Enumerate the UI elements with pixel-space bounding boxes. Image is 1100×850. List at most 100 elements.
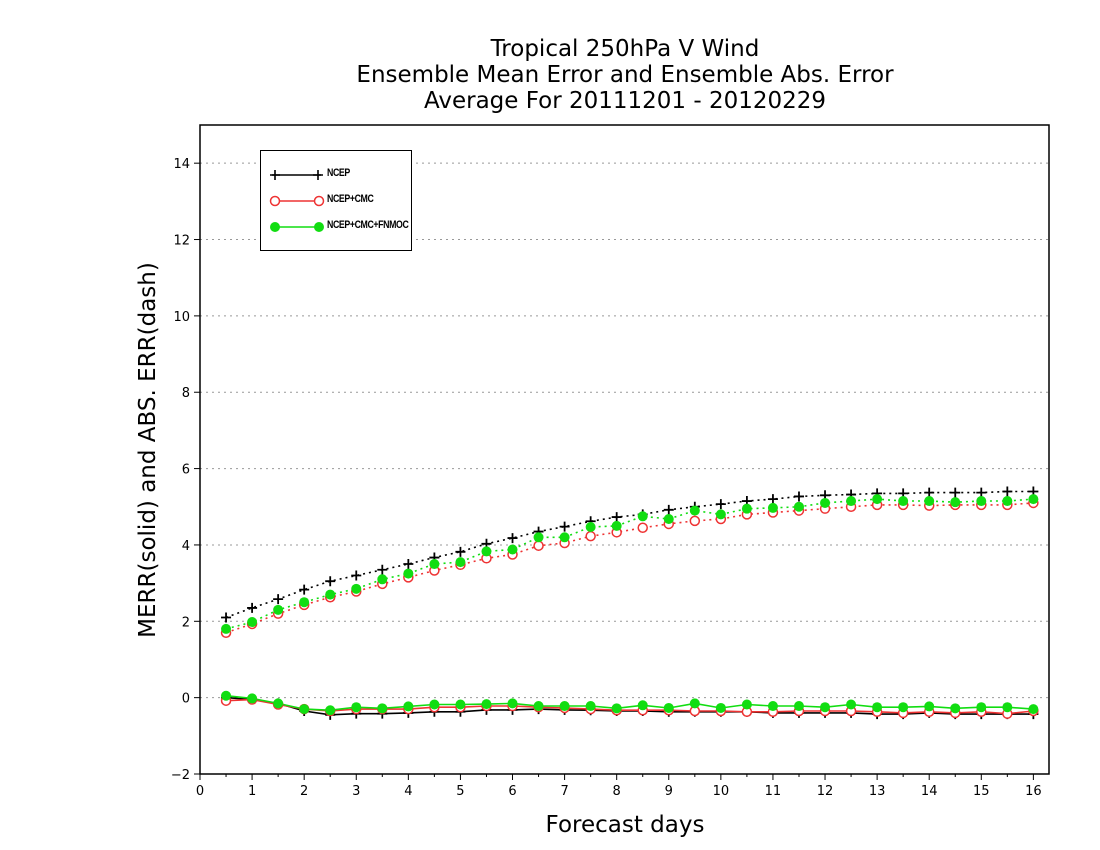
abs-err-point-ncep-cmc-fnmoc (429, 559, 440, 570)
merr-point-ncep-cmc-fnmoc (898, 702, 909, 713)
abs-err-point-ncep (221, 612, 232, 623)
merr-point-ncep-cmc-fnmoc (455, 699, 466, 710)
merr-point-ncep-cmc-fnmoc (1028, 704, 1039, 715)
merr-point-ncep-cmc-fnmoc (351, 702, 362, 713)
abs-err-point-ncep (325, 576, 336, 587)
abs-err-point-ncep-cmc (637, 522, 648, 534)
merr-point-ncep-cmc-fnmoc (299, 704, 310, 715)
y-tick-label: 10 (173, 310, 190, 325)
merr-point-ncep-cmc-fnmoc (533, 701, 544, 712)
merr-point-ncep-cmc-fnmoc (507, 698, 518, 709)
abs-err-point-ncep-cmc-fnmoc (559, 532, 570, 543)
merr-point-ncep-cmc-fnmoc (247, 693, 258, 704)
merr-point-ncep-cmc-fnmoc (1002, 702, 1013, 713)
abs-err-point-ncep-cmc-fnmoc (377, 574, 388, 585)
abs-err-point-ncep-cmc (533, 540, 544, 551)
abs-err-point-ncep (455, 546, 466, 557)
abs-err-point-ncep (1002, 486, 1013, 497)
merr-point-ncep-cmc-fnmoc (924, 701, 935, 712)
abs-err-point-ncep-cmc-fnmoc (1002, 496, 1013, 507)
merr-point-ncep-cmc-fnmoc (741, 699, 752, 710)
x-tick-label: 14 (921, 784, 938, 799)
legend: NCEP NCEP+CMC NCEP+CMC+FNMOC (260, 150, 412, 251)
merr-point-ncep-cmc-fnmoc (793, 701, 804, 712)
abs-err-point-ncep-cmc-fnmoc (846, 496, 857, 507)
legend-marker-ncep-cmc-fnmoc (270, 222, 324, 232)
merr-point-ncep-cmc-fnmoc (715, 702, 726, 713)
abs-err-point-ncep-cmc-fnmoc (507, 544, 518, 555)
abs-err-point-ncep (924, 487, 935, 498)
abs-err-point-ncep-cmc-fnmoc (767, 502, 778, 513)
abs-err-point-ncep (767, 494, 778, 505)
x-tick-label: 4 (404, 784, 412, 799)
y-tick-label: 14 (173, 157, 190, 172)
abs-err-point-ncep-cmc (585, 530, 596, 542)
x-tick-label: 16 (1025, 784, 1042, 799)
abs-err-point-ncep (950, 487, 961, 498)
merr-point-ncep-cmc-fnmoc (637, 700, 648, 711)
merr-point-ncep-cmc-fnmoc (767, 701, 778, 712)
abs-err-point-ncep-cmc-fnmoc (273, 604, 284, 615)
merr-point-ncep-cmc-fnmoc (585, 701, 596, 712)
abs-err-point-ncep-cmc-fnmoc (611, 520, 622, 531)
merr-point-ncep-cmc-fnmoc (846, 699, 857, 710)
merr-point-ncep-cmc-fnmoc (481, 699, 492, 710)
abs-err-point-ncep (299, 584, 310, 595)
abs-err-point-ncep-cmc-fnmoc (976, 496, 987, 507)
y-tick-label: 12 (173, 234, 190, 249)
legend-label-ncep: NCEP (327, 167, 350, 179)
x-tick-label: 13 (869, 784, 886, 799)
legend-marker-ncep-cmc (269, 195, 325, 207)
abs-err-point-ncep-cmc-fnmoc (741, 503, 752, 514)
merr-point-ncep-cmc-fnmoc (403, 701, 414, 712)
merr-point-ncep-cmc-fnmoc (325, 705, 336, 716)
abs-err-point-ncep-cmc-fnmoc (585, 521, 596, 532)
merr-point-ncep-cmc-fnmoc (820, 702, 831, 713)
chart-title-line-2: Ensemble Mean Error and Ensemble Abs. Er… (356, 62, 894, 88)
x-axis-label: Forecast days (545, 812, 705, 838)
x-tick-label: 10 (713, 784, 730, 799)
legend-label-ncep-cmc: NCEP+CMC (327, 193, 374, 205)
abs-err-point-ncep (351, 570, 362, 581)
x-tick-label: 12 (817, 784, 834, 799)
x-tick-label: 5 (456, 784, 464, 799)
merr-point-ncep-cmc-fnmoc (559, 701, 570, 712)
x-tick-label: 0 (196, 784, 204, 799)
abs-err-point-ncep (663, 504, 674, 515)
x-tick-label: 2 (300, 784, 308, 799)
y-tick-label: 0 (182, 692, 190, 707)
abs-err-point-ncep-cmc-fnmoc (221, 623, 232, 634)
legend-item-ncep: NCEP (261, 165, 411, 185)
abs-err-point-ncep-cmc-fnmoc (351, 583, 362, 594)
x-tick-label: 15 (973, 784, 990, 799)
abs-err-point-ncep-cmc-fnmoc (247, 617, 258, 628)
abs-err-point-ncep (403, 559, 414, 570)
chart-title-line-1: Tropical 250hPa V Wind (490, 36, 760, 62)
abs-err-point-ncep-cmc-fnmoc (455, 557, 466, 568)
abs-err-point-ncep-cmc (689, 515, 701, 527)
abs-err-point-ncep (247, 602, 258, 613)
abs-err-point-ncep-cmc-fnmoc (1028, 494, 1039, 505)
legend-item-ncep-cmc-fnmoc: NCEP+CMC+FNMOC (261, 217, 411, 237)
legend-marker-ncep (270, 170, 323, 180)
legend-label-ncep-cmc-fnmoc: NCEP+CMC+FNMOC (327, 219, 409, 231)
abs-err-point-ncep (976, 487, 987, 498)
abs-err-point-ncep-cmc-fnmoc (325, 589, 336, 600)
y-tick-label: −2 (171, 768, 190, 783)
abs-err-point-ncep (507, 533, 518, 544)
abs-err-point-ncep (377, 564, 388, 575)
y-axis-label: MERR(solid) and ABS. ERR(dash) (135, 262, 161, 638)
y-tick-label: 6 (182, 463, 190, 478)
abs-err-point-ncep (715, 499, 726, 510)
abs-err-point-ncep (793, 491, 804, 502)
abs-err-line-ncep-cmc (225, 502, 1034, 634)
merr-point-ncep-cmc-fnmoc (273, 698, 284, 709)
abs-err-point-ncep-cmc-fnmoc (637, 511, 648, 522)
chart-title-line-3: Average For 20111201 - 20120229 (423, 88, 827, 114)
abs-err-point-ncep-cmc-fnmoc (481, 546, 492, 557)
y-tick-label: 4 (182, 539, 190, 554)
abs-err-point-ncep-cmc-fnmoc (403, 568, 414, 579)
abs-err-point-ncep (273, 594, 284, 605)
abs-err-line-ncep-cmc-fnmoc (225, 498, 1034, 630)
